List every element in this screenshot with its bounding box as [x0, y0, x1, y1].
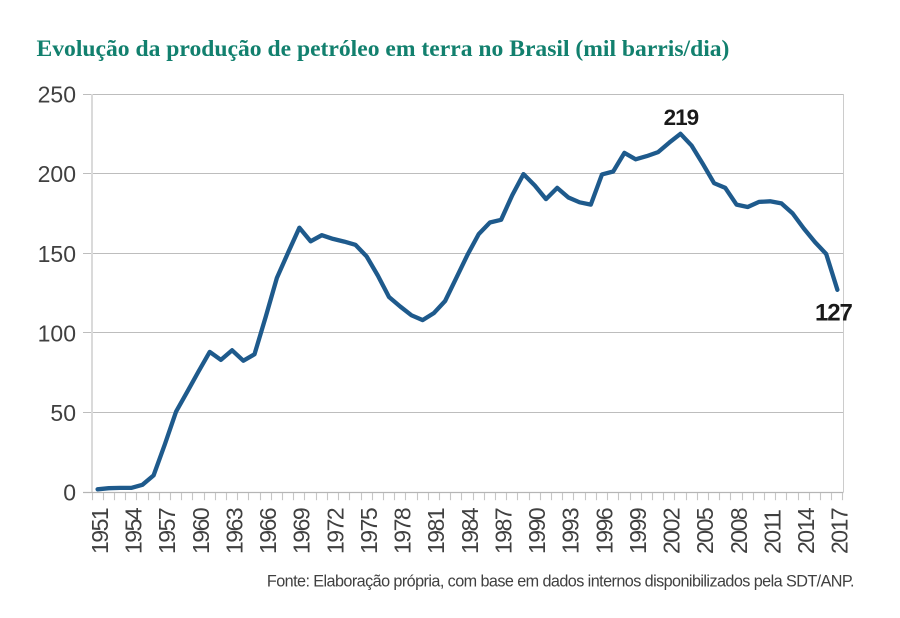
svg-text:1951: 1951	[87, 508, 113, 554]
svg-text:1996: 1996	[591, 508, 617, 554]
svg-text:1966: 1966	[255, 508, 281, 554]
svg-text:2011: 2011	[759, 510, 785, 554]
svg-text:2005: 2005	[692, 508, 718, 554]
svg-text:1999: 1999	[625, 508, 651, 554]
svg-text:1972: 1972	[322, 508, 348, 554]
svg-text:250: 250	[38, 82, 76, 108]
svg-text:1987: 1987	[490, 508, 516, 554]
svg-text:2008: 2008	[726, 508, 752, 554]
svg-text:1957: 1957	[154, 508, 180, 554]
svg-text:1975: 1975	[356, 508, 382, 554]
svg-text:1978: 1978	[390, 508, 416, 554]
svg-text:2014: 2014	[793, 507, 819, 554]
svg-text:1984: 1984	[457, 507, 483, 554]
svg-text:100: 100	[38, 320, 76, 346]
svg-text:1963: 1963	[221, 508, 247, 554]
svg-text:1981: 1981	[423, 508, 449, 554]
svg-text:50: 50	[50, 400, 76, 426]
svg-text:1960: 1960	[188, 508, 214, 554]
svg-text:Evolução da produção de petról: Evolução da produção de petróleo em terr…	[37, 36, 730, 62]
svg-text:2002: 2002	[659, 508, 685, 554]
svg-text:2017: 2017	[827, 508, 853, 554]
svg-text:0: 0	[63, 480, 76, 506]
svg-text:219: 219	[664, 105, 699, 130]
svg-text:1993: 1993	[558, 508, 584, 554]
svg-text:1990: 1990	[524, 508, 550, 554]
svg-text:127: 127	[815, 299, 852, 326]
svg-text:1969: 1969	[289, 508, 315, 554]
svg-text:1954: 1954	[121, 507, 147, 554]
svg-text:Fonte: Elaboração própria, com: Fonte: Elaboração própria, com base em d…	[267, 573, 854, 591]
svg-text:150: 150	[38, 241, 76, 267]
svg-text:200: 200	[38, 161, 76, 187]
